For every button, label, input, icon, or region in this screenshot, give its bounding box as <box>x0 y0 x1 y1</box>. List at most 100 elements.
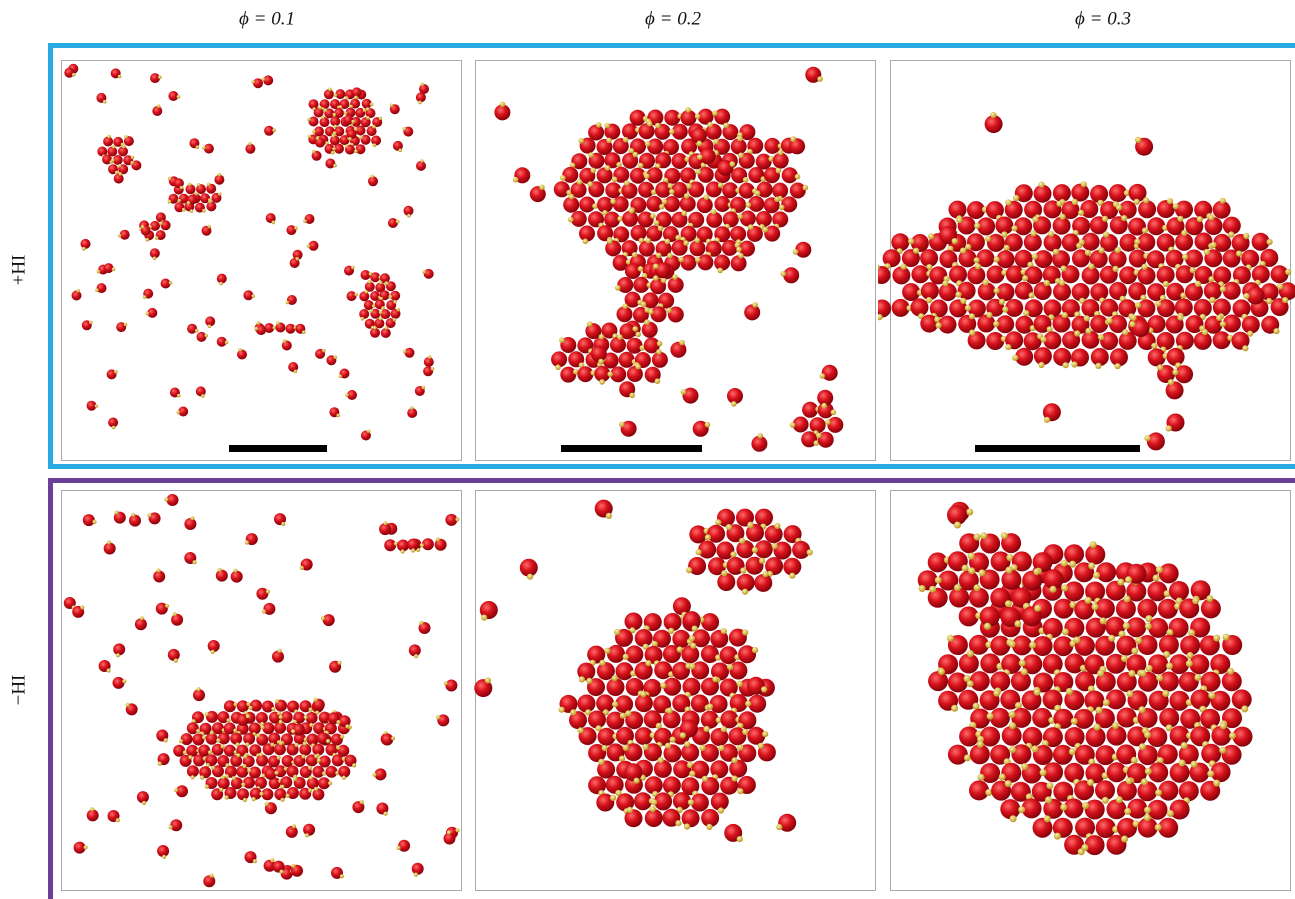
particle-tail <box>1195 281 1201 287</box>
particle-tail <box>1040 336 1046 342</box>
particle-tail <box>1181 742 1188 749</box>
particle-tail <box>410 406 414 410</box>
particle <box>729 760 747 778</box>
particle-tail <box>999 774 1006 781</box>
particle <box>1157 332 1175 350</box>
particle <box>681 645 699 663</box>
particle <box>792 541 810 559</box>
particle-tail <box>112 426 116 430</box>
particle-tail <box>569 194 575 200</box>
particle-tail <box>599 379 605 385</box>
particle-tail <box>1194 674 1201 681</box>
particle <box>113 677 125 689</box>
particle-tail <box>1181 230 1187 236</box>
particle-tail <box>588 152 594 158</box>
particle-tail <box>817 76 823 82</box>
particle-tail <box>1277 283 1283 289</box>
particle-tail <box>653 264 659 270</box>
particle <box>274 788 286 800</box>
particle-tail <box>1094 724 1101 731</box>
particle-tail <box>1095 363 1101 369</box>
particle-tail <box>1115 247 1121 253</box>
particle-tail <box>324 108 328 112</box>
particle <box>597 167 613 183</box>
particle-tail <box>370 309 374 313</box>
particle-tail <box>592 203 598 209</box>
particle-tail <box>1071 361 1077 367</box>
particle-tail <box>1087 779 1094 786</box>
particle-tail <box>1009 641 1016 648</box>
particle-tail <box>1090 541 1097 548</box>
particle-tail <box>308 766 312 770</box>
particle <box>980 653 1000 673</box>
particle-tail <box>1204 249 1210 255</box>
particle-tail <box>1216 315 1222 321</box>
particle-tail <box>661 278 667 284</box>
particle <box>939 283 957 301</box>
particle-tail <box>707 704 713 710</box>
particle-tail <box>712 110 718 116</box>
particle-tail <box>1088 263 1094 269</box>
particle-tail <box>95 288 99 292</box>
particle-tail <box>169 281 173 285</box>
particle-tail <box>97 270 101 274</box>
particle-tail <box>675 235 681 241</box>
particle <box>1119 332 1137 350</box>
particle <box>334 126 344 136</box>
particle-tail <box>742 589 748 595</box>
particle-tail <box>1220 198 1226 204</box>
particle-tail <box>1113 266 1119 272</box>
particle <box>1166 283 1184 301</box>
particle-tail <box>1031 745 1038 752</box>
particle-tail <box>1044 280 1050 286</box>
particle-tail <box>660 683 666 689</box>
particle <box>928 552 948 572</box>
particle <box>1106 689 1126 709</box>
particle-tail <box>956 217 962 223</box>
particle-tail <box>218 192 222 196</box>
particle-tail <box>965 244 971 250</box>
particle-tail <box>1228 231 1234 237</box>
particle <box>249 767 261 779</box>
particle-tail <box>420 159 424 163</box>
particle-tail <box>1126 777 1133 784</box>
particle-tail <box>158 762 162 766</box>
particle <box>682 809 700 827</box>
particle <box>560 367 576 383</box>
particle-tail <box>246 702 250 706</box>
particle-tail <box>1162 690 1169 697</box>
particle-tail <box>974 534 981 541</box>
particle <box>356 144 366 154</box>
particle <box>647 139 663 155</box>
particle-tail <box>737 136 743 142</box>
particle-tail <box>1079 239 1085 245</box>
particle <box>1147 727 1167 747</box>
particle <box>293 724 305 736</box>
particle-tail <box>696 549 702 555</box>
particle-tail <box>669 129 675 135</box>
particle-tail <box>968 567 975 574</box>
particle-tail <box>1190 267 1196 273</box>
particle-tail <box>1236 251 1242 257</box>
particle-tail <box>656 349 662 355</box>
particle <box>1053 315 1071 333</box>
particle-tail <box>1125 576 1132 583</box>
particle-tail <box>122 145 126 149</box>
particle <box>1014 217 1032 235</box>
particle-tail <box>251 80 255 84</box>
particle <box>627 338 643 354</box>
particle <box>747 727 765 745</box>
particle-tail <box>877 314 883 320</box>
particle-tail <box>1082 802 1089 809</box>
particle-tail <box>1085 328 1091 334</box>
particle <box>736 540 754 558</box>
particle-tail <box>500 102 506 108</box>
particle-tail <box>1029 292 1035 298</box>
particle-tail <box>1032 253 1038 259</box>
particle-tail <box>742 629 748 635</box>
particle <box>606 776 624 794</box>
particle-tail <box>211 650 215 654</box>
particle <box>1166 381 1184 399</box>
particle-tail <box>379 311 383 315</box>
particle <box>412 863 424 875</box>
